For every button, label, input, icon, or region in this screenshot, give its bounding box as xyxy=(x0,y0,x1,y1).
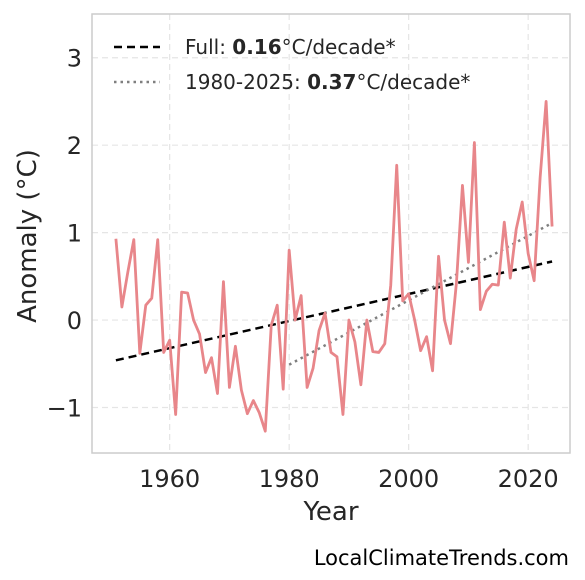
data-series xyxy=(114,100,554,433)
anomaly-series-line xyxy=(114,100,554,433)
axis-ticks: 1960 1980 2000 2020 −1 0 1 2 3 xyxy=(47,45,559,493)
x-tick-label: 1980 xyxy=(259,465,320,493)
x-tick-label: 2020 xyxy=(498,465,559,493)
y-axis-title: Anomaly (°C) xyxy=(13,149,43,323)
y-tick-label: 2 xyxy=(67,132,82,160)
grid-lines xyxy=(92,14,570,453)
y-tick-label: 1 xyxy=(67,220,82,248)
x-tick-label: 1960 xyxy=(139,465,200,493)
plot-frame xyxy=(91,13,571,454)
x-tick-label: 2000 xyxy=(378,465,439,493)
legend-label: 1980-2025: 0.37°C/decade* xyxy=(185,70,470,94)
y-tick-label: 3 xyxy=(67,45,82,73)
site-credit: LocalClimateTrends.com xyxy=(313,546,569,570)
legend: Full: 0.16°C/decade* 1980-2025: 0.37°C/de… xyxy=(114,35,470,94)
y-tick-label: 0 xyxy=(67,307,82,335)
legend-label: Full: 0.16°C/decade* xyxy=(185,35,396,59)
y-tick-label: −1 xyxy=(47,395,82,423)
x-axis-title: Year xyxy=(302,497,358,527)
full-trend-line xyxy=(115,260,553,362)
